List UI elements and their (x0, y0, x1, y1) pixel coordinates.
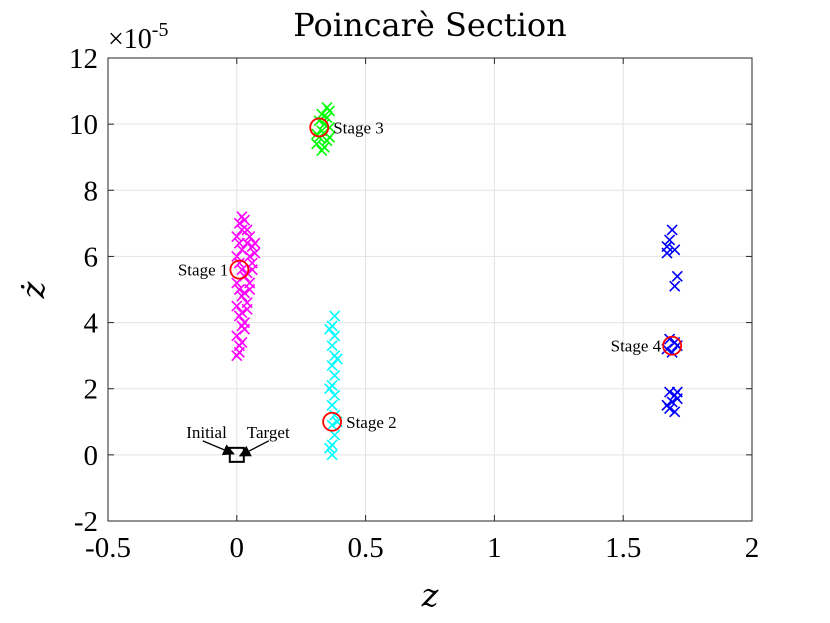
x-tick-label: 1 (487, 532, 502, 564)
initial-label: Initial (186, 423, 227, 442)
data-point-x-marker (326, 340, 338, 352)
x-tick-label: 1.5 (605, 532, 641, 564)
data-point-x-marker (316, 108, 328, 120)
data-point-x-marker (666, 224, 678, 236)
data-point-x-marker (313, 115, 325, 127)
data-point-x-marker (321, 102, 333, 114)
target-label: Target (247, 423, 290, 442)
series-group (311, 102, 336, 157)
data-point-x-marker (666, 396, 678, 408)
data-point-x-marker (238, 323, 251, 335)
data-point-x-marker (331, 353, 343, 365)
data-point-x-marker (244, 283, 256, 296)
y-tick-label: 0 (84, 440, 99, 472)
data-point-x-marker (329, 369, 341, 382)
data-point-x-marker (241, 224, 253, 236)
x-tick-label: 0 (230, 532, 245, 564)
y-tick-label: 10 (69, 109, 98, 141)
series-group (231, 211, 261, 362)
chart-title: Poincarè Section (293, 6, 567, 44)
x-tick-label: 0.5 (347, 532, 383, 564)
stage-layer: Stage 1 Stage 2 Stage 3 Stage 4 (178, 117, 683, 432)
data-point-x-marker (321, 111, 333, 124)
data-point-x-marker (669, 244, 681, 256)
data-point-x-marker (326, 399, 338, 411)
data-point-x-marker (669, 280, 681, 292)
data-point-x-marker (233, 346, 245, 358)
stage-circle-marker (309, 117, 330, 138)
gridlines (107, 57, 753, 522)
data-point-x-marker (326, 449, 338, 461)
data-point-x-marker (323, 121, 336, 134)
initial-arrow (202, 440, 235, 456)
stage-circle-marker (322, 411, 343, 432)
plot-area-frame (107, 57, 753, 522)
data-point-x-marker (233, 257, 245, 269)
y-axis-label: ż (14, 280, 52, 299)
y-exponent-label: ×10-5 (108, 19, 168, 55)
y-tick-label: 4 (84, 308, 99, 340)
data-point-x-marker (236, 336, 248, 348)
data-point-x-marker (236, 307, 248, 319)
x-axis-ticks: -0.5 0 0.5 1 1.5 2 (85, 58, 759, 564)
data-point-x-marker (326, 359, 338, 372)
series-group (661, 224, 683, 418)
stage-circle-marker (662, 335, 683, 356)
y-exponent-base: ×10 (108, 24, 152, 55)
data-point-x-marker (238, 214, 251, 226)
data-point-x-marker (249, 247, 261, 259)
annotation-layer: Initial Target (186, 423, 290, 457)
stage-circle-marker (229, 259, 250, 280)
data-point-x-marker (664, 234, 676, 246)
stage-label: Stage 1 (178, 261, 229, 280)
y-tick-label: 2 (84, 374, 99, 406)
stage-label: Stage 4 (611, 337, 662, 356)
data-point-x-marker (231, 250, 243, 262)
data-point-x-marker (231, 300, 243, 312)
data-point-x-marker (311, 128, 323, 140)
data-point-x-marker (241, 303, 253, 315)
x-tick-label: -0.5 (85, 532, 131, 564)
data-point-x-marker (323, 383, 336, 395)
data-point-x-marker (323, 442, 336, 454)
data-point-x-marker (244, 250, 256, 262)
y-axis-ticks: -2 0 2 4 6 8 10 12 (69, 43, 752, 538)
data-point-x-marker (236, 264, 248, 276)
data-point-x-marker (326, 419, 338, 431)
data-point-x-marker (329, 389, 341, 401)
data-point-x-marker (231, 231, 243, 243)
data-point-x-marker (238, 287, 251, 299)
data-point-x-marker (664, 402, 676, 415)
data-point-x-marker (329, 330, 341, 342)
data-point-x-marker (669, 406, 681, 418)
series-layer (231, 102, 683, 461)
data-point-x-marker (244, 231, 256, 243)
data-point-x-marker (671, 270, 683, 282)
y-tick-label: -2 (74, 506, 98, 538)
data-point-x-marker (329, 409, 341, 421)
data-point-x-marker (316, 145, 328, 157)
data-point-x-marker (661, 247, 673, 259)
data-point-x-marker (666, 346, 678, 358)
data-point-x-marker (246, 264, 258, 276)
data-point-x-marker (329, 429, 341, 441)
y-tick-label: 6 (84, 241, 99, 273)
y-tick-label: 8 (84, 175, 99, 207)
data-point-x-marker (249, 237, 261, 249)
target-arrow (238, 440, 270, 457)
data-point-x-marker (311, 138, 323, 150)
data-point-x-marker (323, 323, 336, 335)
stage-label: Stage 2 (346, 413, 397, 432)
y-exponent-power: -5 (152, 19, 169, 41)
data-point-x-marker (233, 283, 245, 296)
x-axis-label: z (421, 576, 440, 614)
x-tick-label: 2 (745, 532, 760, 564)
series-group (323, 310, 343, 461)
stage-label: Stage 3 (333, 118, 384, 137)
y-tick-label: 12 (69, 43, 98, 75)
data-point-x-marker (671, 386, 683, 398)
data-point-x-marker (329, 310, 341, 322)
